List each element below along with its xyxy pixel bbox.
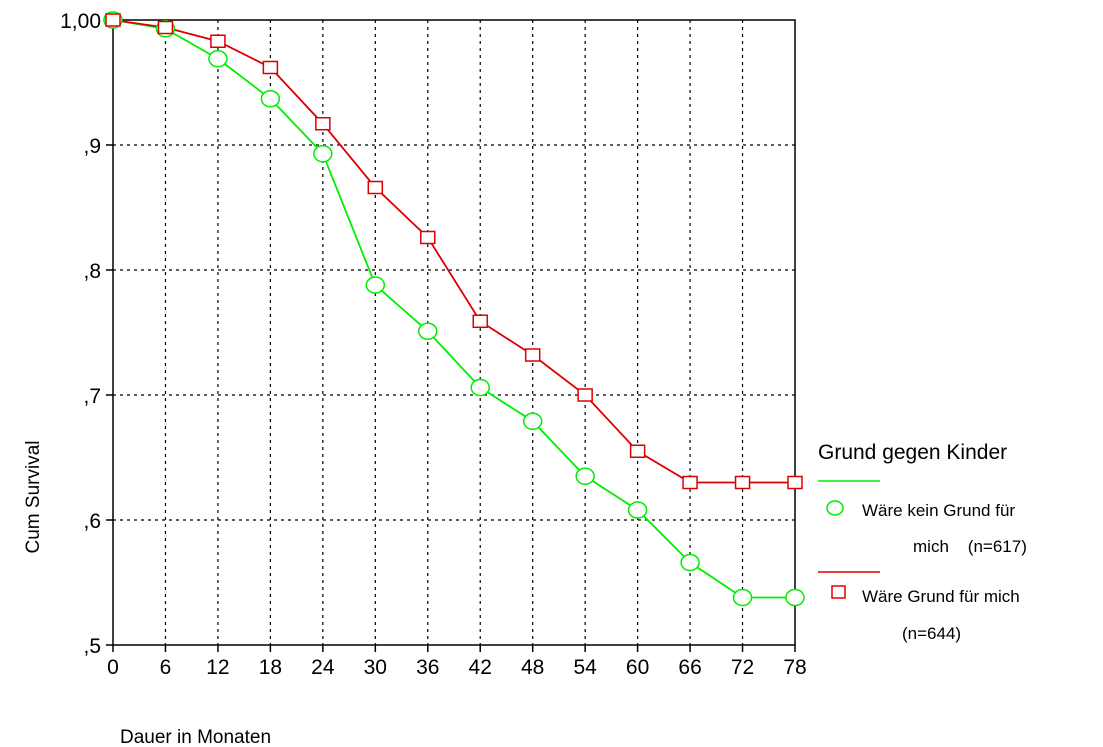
x-tick-label: 54 xyxy=(573,656,597,679)
series-2-point xyxy=(262,60,279,75)
x-axis-title: Dauer in Monaten xyxy=(120,727,271,747)
x-tick-label: 12 xyxy=(206,656,229,679)
legend-marker-circle-icon xyxy=(826,500,844,516)
y-tick-label: 1,00 xyxy=(60,10,101,33)
series-2-point xyxy=(734,475,751,490)
series-2-line xyxy=(112,19,795,484)
series-1-point xyxy=(313,145,333,163)
series-2-point xyxy=(524,348,541,362)
series-2-point xyxy=(787,475,803,490)
series-2-point xyxy=(157,20,174,35)
legend-label-series-1-line2: mich (n=617) xyxy=(913,537,1027,556)
x-axis: 0 6 12 18 24 30 36 42 48 54 60 66 72 78 xyxy=(107,645,807,679)
legend-label-series-2-line2: (n=644) xyxy=(902,624,961,643)
y-tick-label: ,8 xyxy=(83,260,101,283)
plot-frame xyxy=(112,19,796,646)
grid-lines xyxy=(113,20,795,645)
series-1-point xyxy=(680,553,700,572)
legend-marker-square-icon xyxy=(831,585,846,599)
series-1-point xyxy=(575,467,595,485)
series-1-line xyxy=(112,19,795,599)
series-1-point xyxy=(365,276,386,294)
x-tick-label: 6 xyxy=(160,656,172,679)
y-axis: ,5 ,6 ,7 ,8 ,9 1,00 xyxy=(60,10,113,658)
series-1-point xyxy=(418,322,438,340)
series-1-point xyxy=(470,378,490,397)
y-tick-label: ,5 xyxy=(83,635,101,658)
x-tick-label: 66 xyxy=(678,656,701,679)
x-tick-label: 0 xyxy=(107,656,119,679)
series-1-point xyxy=(522,412,543,430)
series-2-point xyxy=(105,13,121,27)
series-2-point xyxy=(682,475,698,490)
x-tick-label: 78 xyxy=(783,656,806,679)
x-tick-label: 72 xyxy=(731,656,754,679)
legend: Grund gegen Kinder Wäre kein Grund für m… xyxy=(818,441,1027,643)
series-1-point xyxy=(732,588,753,607)
series-2-point xyxy=(315,117,331,131)
y-axis-title: Cum Survival xyxy=(23,441,44,554)
series-2-point xyxy=(420,230,436,245)
series-1-point xyxy=(260,90,281,108)
legend-label-series-2-line1: Wäre Grund für mich xyxy=(862,587,1020,606)
y-tick-label: ,6 xyxy=(83,510,101,533)
y-tick-label: ,9 xyxy=(83,135,101,158)
y-tick-label: ,7 xyxy=(83,385,101,408)
x-tick-label: 30 xyxy=(364,656,387,679)
series-2-point xyxy=(577,388,593,402)
series-1-point xyxy=(208,50,228,68)
series-layer xyxy=(103,11,805,607)
legend-label-series-1-line1: Wäre kein Grund für xyxy=(862,501,1015,520)
x-tick-label: 36 xyxy=(416,656,439,679)
x-tick-label: 60 xyxy=(626,656,649,679)
series-2-point xyxy=(472,314,488,328)
x-tick-label: 24 xyxy=(311,656,335,679)
series-1-point xyxy=(785,588,805,607)
x-tick-label: 18 xyxy=(259,656,282,679)
series-2-point xyxy=(629,444,646,458)
legend-title: Grund gegen Kinder xyxy=(818,441,1007,464)
series-2-point xyxy=(210,34,226,48)
series-2-point xyxy=(367,180,384,195)
x-tick-label: 48 xyxy=(521,656,544,679)
series-1-point xyxy=(627,501,648,519)
x-tick-label: 42 xyxy=(469,656,492,679)
